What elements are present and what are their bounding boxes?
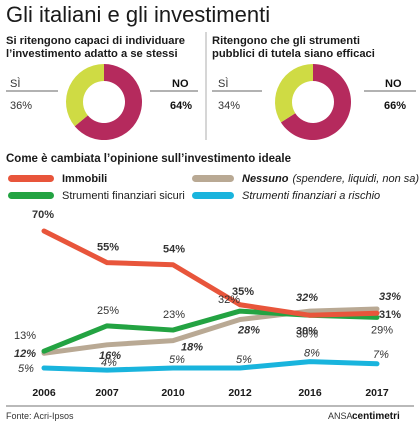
- data-label-sicuri-2016: 30%: [296, 328, 318, 340]
- line-chart: 70% 55% 54% 35% 30% 31% 12% 16% 18% 28% 32% 33% 13% 2…: [14, 209, 401, 375]
- pie2-no-value: 66%: [384, 100, 406, 112]
- series-line-rischio: [41, 359, 380, 373]
- data-label-rischio-2012: 5%: [236, 354, 252, 366]
- legend-swatch-immobili: [8, 175, 54, 182]
- pie2-donut: [275, 64, 352, 140]
- legend-label-nessuno-main: Nessuno: [242, 173, 289, 185]
- legend-swatch-rischio: [192, 192, 234, 199]
- data-label-rischio-2010: 5%: [169, 354, 185, 366]
- data-label-sicuri-2012: 32%: [218, 294, 240, 306]
- legend-label-nessuno: Nessuno (spendere, liquidi, non sa): [242, 173, 419, 185]
- data-label-rischio-2006: 5%: [18, 363, 34, 375]
- pie2-si-value: 34%: [218, 100, 240, 112]
- data-label-nessuno-2012: 28%: [237, 325, 260, 337]
- brand-logo: centimetri: [352, 411, 400, 422]
- pie1-subtitle-line2: l’investimento adatto a se stessi: [6, 48, 178, 60]
- agency-name: ANSA: [328, 411, 353, 421]
- x-tick-2012: 2012: [228, 387, 252, 399]
- x-tick-2016: 2016: [298, 387, 322, 399]
- x-tick-2017: 2017: [365, 387, 389, 399]
- pie2-slice-no: [280, 64, 352, 140]
- pie1-donut: [65, 64, 143, 141]
- data-label-immobili-2007: 55%: [97, 242, 119, 254]
- pie2-subtitle-line1: Ritengono che gli strumenti: [212, 35, 360, 47]
- data-label-nessuno-2016: 32%: [296, 292, 318, 304]
- pie1-no-value: 64%: [170, 100, 192, 112]
- x-tick-2007: 2007: [95, 387, 119, 399]
- pie2-subtitle-line2: pubblici di tutela siano efficaci: [212, 48, 375, 60]
- data-label-rischio-2017: 7%: [373, 349, 389, 361]
- data-label-sicuri-2007: 25%: [97, 305, 119, 317]
- data-label-sicuri-2017: 29%: [371, 324, 393, 336]
- pie1-slice-si: [65, 64, 104, 127]
- legend-swatch-nessuno: [192, 175, 234, 182]
- data-label-nessuno-2017: 33%: [379, 291, 401, 303]
- data-label-nessuno-2007: 16%: [99, 350, 121, 362]
- legend-label-nessuno-detail: (spendere, liquidi, non sa): [292, 173, 419, 185]
- legend-label-sicuri: Strumenti finanziari sicuri: [62, 190, 185, 202]
- data-label-sicuri-2010: 23%: [163, 309, 185, 321]
- pie1-si-label: SÌ: [10, 77, 20, 90]
- pie1-si-value: 36%: [10, 100, 32, 112]
- pie1-subtitle-line1: Si ritengono capaci di individuare: [6, 35, 185, 47]
- data-label-nessuno-2010: 18%: [181, 342, 203, 354]
- pie2-slice-si: [275, 64, 313, 123]
- data-label-immobili-2017: 31%: [379, 309, 401, 321]
- pie1-slice-no: [74, 64, 143, 141]
- data-label-immobili-2006: 70%: [32, 209, 54, 221]
- pie1-no-label: NO: [172, 78, 189, 90]
- series-line-immobili: [41, 228, 380, 318]
- data-label-sicuri-2006: 13%: [14, 330, 36, 342]
- series-line-nessuno: [41, 306, 380, 356]
- x-tick-2006: 2006: [32, 387, 56, 399]
- data-label-rischio-2016: 8%: [304, 348, 320, 360]
- x-axis-ticks: 2006 2007 2010 2012 2016 2017: [32, 387, 389, 399]
- pie2-si-label: SÌ: [218, 77, 228, 90]
- data-label-nessuno-2006: 12%: [14, 348, 36, 360]
- legend-label-rischio: Strumenti finanziari a rischio: [242, 190, 380, 202]
- data-label-rischio-2007: 4%: [101, 357, 117, 369]
- data-label-immobili-2010: 54%: [163, 244, 185, 256]
- data-label-immobili-2016: 30%: [296, 325, 318, 337]
- chart-section-title: Come è cambiata l’opinione sull’investim…: [6, 153, 291, 165]
- pie2-no-label: NO: [385, 78, 402, 90]
- x-tick-2010: 2010: [161, 387, 185, 399]
- data-label-immobili-2012: 35%: [232, 286, 254, 298]
- page-title: Gli italiani e gli investimenti: [6, 2, 270, 27]
- legend-swatch-sicuri: [8, 192, 54, 199]
- legend-label-immobili: Immobili: [62, 173, 107, 185]
- source-note: Fonte: Acri-Ipsos: [6, 411, 74, 421]
